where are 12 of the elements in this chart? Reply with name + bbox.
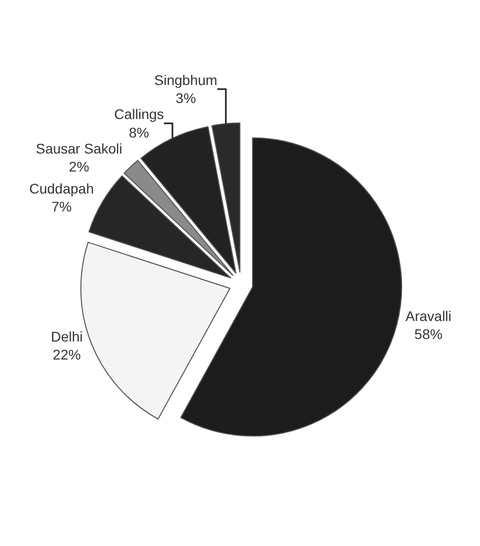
slice-label: Cuddapah (29, 180, 94, 197)
slice-label: Sausar Sakoli (36, 140, 122, 156)
data-label: 7% (51, 198, 72, 215)
data-label: 8% (128, 124, 150, 140)
slice-label: Delhi (50, 328, 83, 344)
slice-label: Callings (114, 106, 164, 122)
data-label: 22% (52, 346, 81, 363)
data-label: 58% (414, 326, 442, 342)
data-label: 3% (176, 90, 196, 106)
slice-label: Aravalli (405, 308, 452, 324)
data-label: 2% (68, 158, 90, 175)
slice-label: Singbhum (154, 72, 218, 88)
